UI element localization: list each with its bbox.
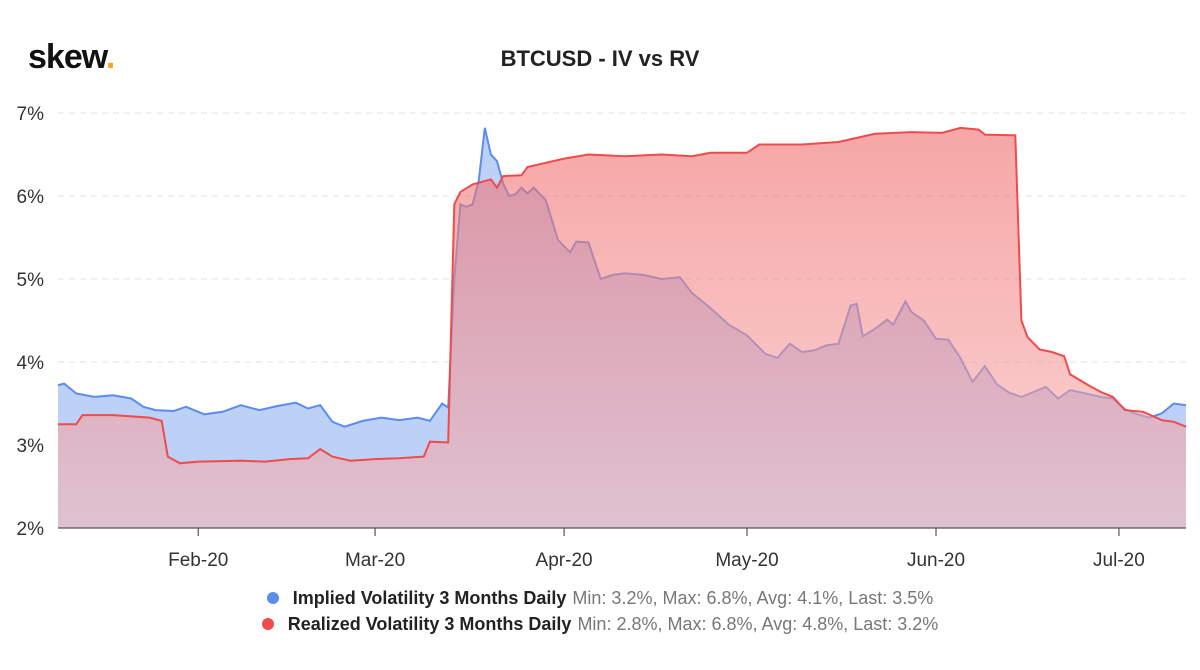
rv-series-line (58, 126, 1187, 465)
legend-label-rv: Realized Volatility 3 Months Daily (287, 613, 572, 634)
y-tick-label: 6% (17, 187, 45, 208)
chart-title: BTCUSD - IV vs RV (500, 46, 700, 71)
skew-logo: skew. (28, 38, 115, 76)
x-tick-label: Jul-20 (1093, 550, 1145, 571)
y-tick-label: 5% (17, 270, 45, 291)
rv-area (58, 126, 1187, 529)
y-tick-label: 3% (17, 436, 45, 457)
legend-marker-iv (266, 592, 279, 604)
x-tick-label: Apr-20 (536, 550, 593, 571)
legend: Implied Volatility 3 Months Daily Min: 3… (0, 585, 1200, 637)
legend-stats-rv: Min: 2.8%, Max: 6.8%, Avg: 4.8%, Last: 3… (577, 613, 939, 634)
y-tick-label: 7% (17, 104, 45, 125)
legend-stats-iv: Min: 3.2%, Max: 6.8%, Avg: 4.1%, Last: 3… (572, 587, 934, 608)
axes: 2% 3% 4% 5% 6% 7% Feb-20 Mar-20 Apr-20 May-20 Jun-… (17, 104, 1186, 571)
y-tick-label: 4% (17, 353, 45, 374)
legend-item-iv[interactable]: Implied Volatility 3 Months Daily Min: 3… (0, 585, 1200, 611)
x-tick-label: Feb-20 (168, 550, 228, 571)
x-tick-label: Mar-20 (345, 550, 405, 571)
legend-item-rv[interactable]: Realized Volatility 3 Months Daily Min: … (0, 611, 1200, 637)
x-tick-label: May-20 (715, 550, 778, 571)
legend-label-iv: Implied Volatility 3 Months Daily (292, 587, 567, 608)
legend-marker-rv (261, 618, 274, 630)
x-tick-label: Jun-20 (907, 550, 965, 571)
rv-area-fill (58, 127, 1186, 529)
y-tick-label: 2% (17, 519, 45, 540)
